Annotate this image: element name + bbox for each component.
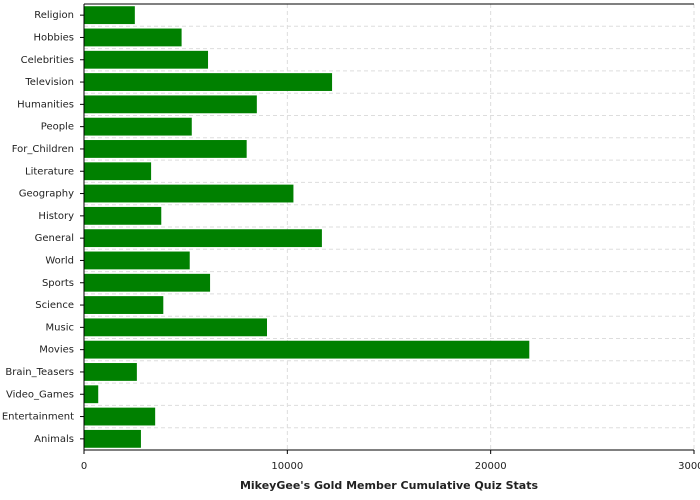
y-tick-label: Movies (39, 345, 74, 356)
x-tick-label: 30000 (678, 461, 700, 472)
bar (84, 184, 294, 203)
bar (84, 318, 267, 337)
bar (84, 229, 322, 248)
bar (84, 73, 333, 91)
y-tick-label: Science (35, 300, 74, 311)
bar (84, 50, 209, 69)
bar (84, 251, 190, 270)
bar (84, 273, 211, 292)
y-tick-label: Video_Games (6, 389, 74, 400)
bar (84, 385, 99, 404)
x-tick-label: 10000 (271, 461, 303, 472)
bar (84, 6, 135, 25)
y-tick-label: General (35, 233, 74, 244)
y-tick-label: Music (46, 322, 74, 333)
y-tick-label: Brain_Teasers (5, 367, 74, 378)
bar (84, 340, 530, 359)
bar (84, 117, 192, 136)
y-tick-label: People (41, 122, 74, 133)
y-tick-label: Geography (19, 189, 74, 200)
y-tick-label: Celebrities (21, 55, 74, 66)
y-tick-label: History (38, 211, 74, 222)
y-tick-label: Humanities (17, 99, 74, 110)
y-tick-label: World (45, 255, 74, 266)
bar (84, 296, 164, 314)
bar (84, 140, 247, 158)
y-tick-label: Entertainment (2, 412, 74, 423)
bar (84, 162, 152, 181)
y-tick-label: Literature (25, 166, 74, 177)
y-tick-label: Hobbies (34, 32, 74, 43)
bar (84, 407, 156, 426)
y-tick-label: Religion (34, 10, 74, 21)
bar (84, 363, 137, 381)
bar (84, 429, 141, 448)
x-axis-label: MikeyGee's Gold Member Cumulative Quiz S… (240, 479, 539, 492)
bar (84, 206, 162, 225)
y-tick-label: Sports (42, 278, 74, 289)
bar (84, 95, 257, 114)
y-tick-label: Animals (34, 434, 74, 445)
x-tick-label: 0 (81, 461, 87, 472)
y-tick-label: For_Children (12, 144, 74, 155)
y-tick-label: Television (24, 77, 74, 88)
x-tick-label: 20000 (475, 461, 507, 472)
bar (84, 28, 182, 47)
